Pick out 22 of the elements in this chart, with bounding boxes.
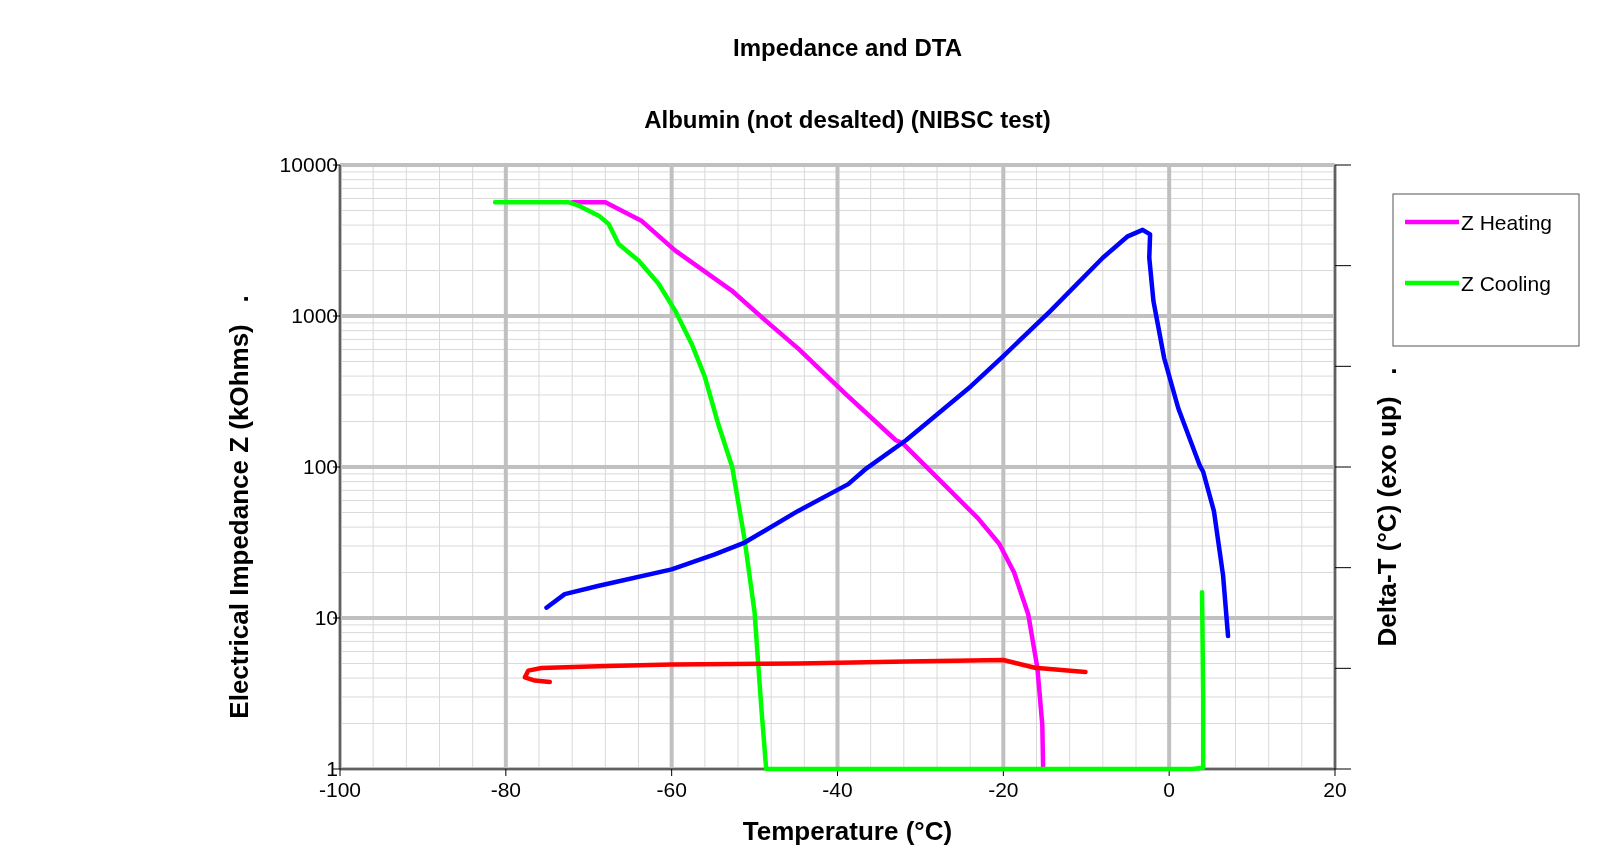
chart-title: Impedance and DTA bbox=[733, 34, 962, 61]
line-series bbox=[522, 657, 1088, 685]
legend-label: Z Cooling bbox=[1461, 272, 1551, 295]
x-tick-label: -100 bbox=[318, 778, 362, 801]
y-tick-label: 1 bbox=[326, 757, 338, 780]
y-tick-label: 10 bbox=[314, 606, 338, 629]
y2-axis-title: Delta-T (°C) (exo up) . bbox=[1372, 367, 1402, 647]
x-tick-label: -60 bbox=[656, 778, 687, 801]
x-tick-label: -20 bbox=[988, 778, 1019, 801]
x-tick-label: 0 bbox=[1163, 778, 1176, 801]
y-axis-title: Electrical Impedance Z (kOhms) . bbox=[224, 295, 254, 719]
x-tick-label: -80 bbox=[490, 778, 522, 801]
line-series bbox=[492, 200, 1206, 772]
y-tick-label: 100 bbox=[302, 455, 338, 478]
chart-subtitle: Albumin (not desalted) (NIBSC test) bbox=[644, 106, 1051, 133]
x-tick-label: -40 bbox=[822, 778, 853, 801]
x-axis-title: Temperature (°C) bbox=[742, 816, 953, 846]
legend-label: Z Heating bbox=[1461, 211, 1553, 234]
line-series bbox=[544, 227, 1231, 639]
x-tick-label: 20 bbox=[1323, 778, 1347, 801]
y-tick-label: 10000 bbox=[279, 153, 338, 176]
y-tick-label: 1000 bbox=[291, 304, 338, 327]
